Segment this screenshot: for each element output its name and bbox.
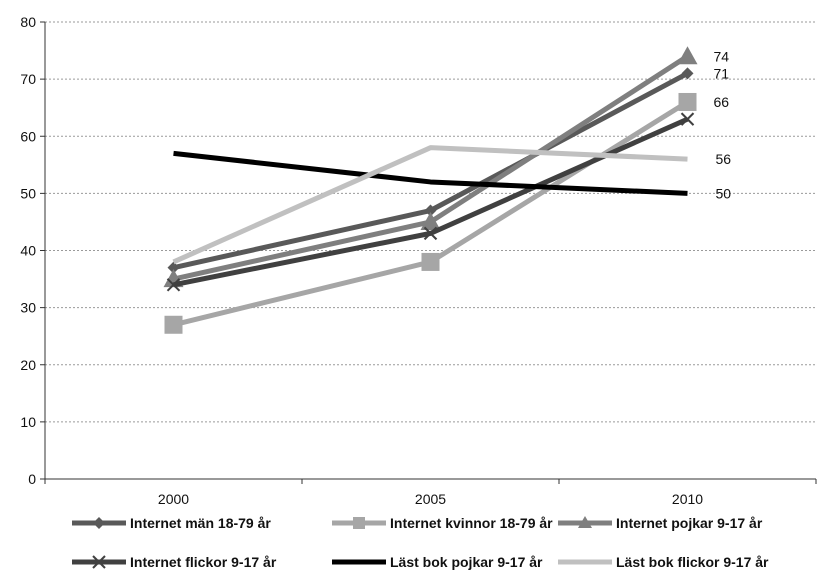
y-tick-label: 70	[20, 71, 36, 87]
legend-item: Internet män 18-79 år	[72, 515, 271, 531]
legend-item: Läst bok flickor 9-17 år	[558, 554, 769, 570]
diamond-marker	[93, 517, 105, 529]
data-label: 50	[716, 185, 732, 201]
legend-item: Internet kvinnor 18-79 år	[332, 515, 553, 531]
series-line	[172, 145, 688, 265]
x-marker	[166, 278, 181, 292]
legend-label: Internet kvinnor 18-79 år	[390, 515, 553, 531]
triangle-marker	[578, 516, 592, 528]
data-label: 66	[714, 94, 730, 110]
data-label: 56	[716, 151, 732, 167]
y-tick-label: 10	[20, 414, 36, 430]
y-tick-label: 20	[20, 357, 36, 373]
series-line	[172, 54, 689, 282]
triangle-marker	[677, 46, 698, 65]
x-marker	[423, 226, 438, 241]
legend-label: Läst bok flickor 9-17 år	[616, 554, 769, 570]
legend-item: Läst bok pojkar 9-17 år	[332, 554, 543, 570]
legend-item: Internet flickor 9-17 år	[72, 554, 277, 570]
y-tick-label: 60	[20, 128, 36, 144]
x-marker	[92, 555, 106, 569]
y-tick-label: 80	[20, 14, 36, 30]
data-label: 71	[714, 65, 730, 81]
series-0	[167, 67, 694, 274]
legend-label: Internet flickor 9-17 år	[130, 554, 277, 570]
diamond-marker	[167, 261, 180, 274]
label-layer: 71 66 74 50 56	[714, 48, 732, 201]
square-marker	[164, 315, 183, 334]
legend: Internet män 18-79 år Internet kvinnor 18…	[72, 515, 769, 570]
legend-label: Läst bok pojkar 9-17 år	[390, 554, 543, 570]
legend-label: Internet pojkar 9-17 år	[616, 515, 763, 531]
triangle-marker	[420, 211, 441, 230]
square-marker	[353, 517, 365, 529]
series-line	[172, 71, 689, 271]
data-label: 74	[714, 48, 730, 64]
x-tick-label: 2010	[672, 491, 703, 507]
x-marker	[680, 112, 695, 126]
x-tick-label: 2005	[415, 491, 446, 507]
series-layer	[163, 46, 698, 334]
y-tick-label: 50	[20, 185, 36, 201]
series-5	[172, 145, 688, 265]
y-tick-label: 0	[28, 471, 36, 487]
axis-layer: 0 10 20 30 40 50 60 70 80 2000 2005 2010	[20, 14, 817, 507]
legend-label: Internet män 18-79 år	[130, 515, 271, 531]
series-line	[173, 150, 688, 196]
grid-layer	[45, 21, 816, 423]
square-marker	[678, 92, 697, 111]
y-tick-label: 30	[20, 300, 36, 316]
y-tick-label: 40	[20, 243, 36, 259]
series-4	[173, 150, 688, 196]
square-marker	[421, 252, 440, 271]
diamond-marker	[681, 67, 694, 80]
x-tick-label: 2000	[158, 491, 189, 507]
diamond-marker	[424, 204, 437, 217]
legend-item: Internet pojkar 9-17 år	[558, 515, 763, 531]
